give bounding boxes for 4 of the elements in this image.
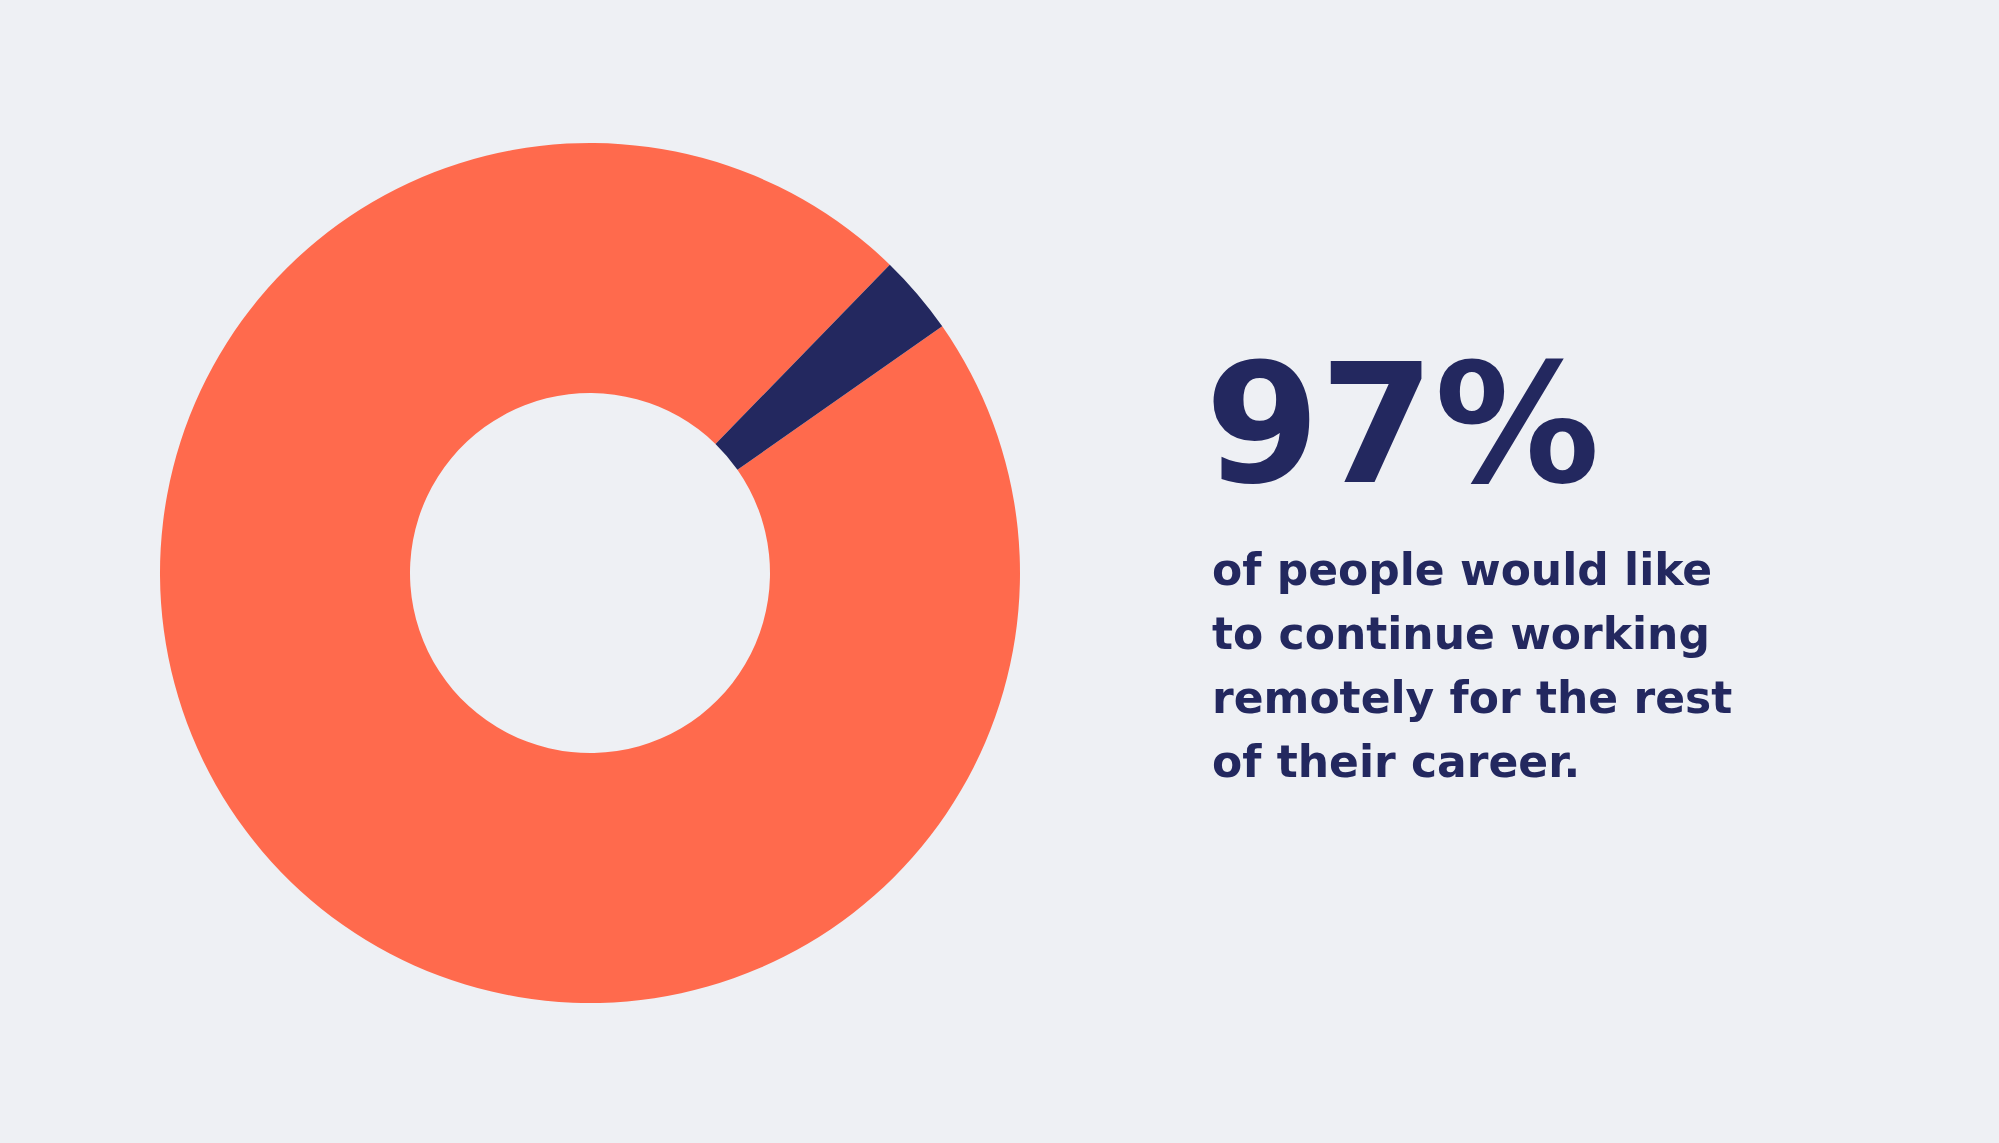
text: of people would like to continue working remotely for the rest of their career. <box>1212 544 1733 787</box>
donut-slice <box>160 143 1020 1003</box>
donut-slice <box>715 264 943 470</box>
text: 97% <box>1205 329 1600 521</box>
